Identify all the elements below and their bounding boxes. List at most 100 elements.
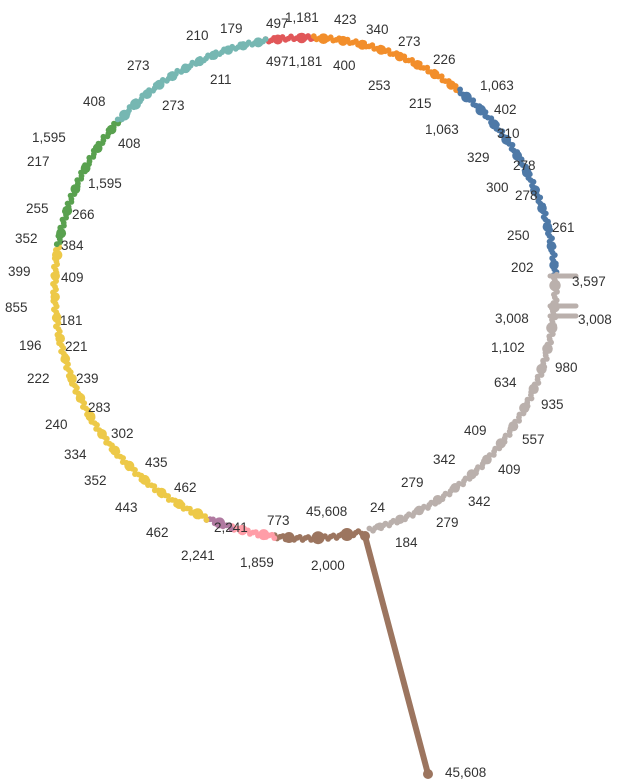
data-label-teal: 211: [210, 72, 232, 87]
data-label-teal: 273: [127, 58, 150, 73]
ring-dot-blue: [470, 97, 477, 104]
data-label-yellow: 334: [64, 447, 87, 462]
data-label-blue: 250: [507, 228, 530, 243]
data-label-yellow: 221: [65, 339, 88, 354]
ring-dot-teal: [262, 36, 269, 42]
value-mark-green: [56, 228, 67, 239]
data-label-blue: 261: [552, 220, 575, 235]
value-mark-brown: [311, 531, 325, 545]
data-label-yellow: 443: [115, 500, 138, 515]
value-mark-yellow: [52, 249, 63, 261]
value-mark-gray: [519, 402, 530, 414]
data-label-yellow: 435: [145, 455, 168, 470]
data-label-green: 399: [8, 264, 31, 279]
data-label-blue: 202: [511, 260, 534, 275]
ring-dot-gray: [479, 464, 485, 471]
value-mark-blue: [501, 134, 512, 145]
data-label-green: 384: [61, 238, 84, 253]
value-mark-yellow: [50, 271, 60, 281]
data-label-yellow: 222: [27, 371, 50, 386]
data-label-orange: 400: [333, 58, 356, 73]
data-label-red: 4971,181: [266, 54, 322, 69]
value-mark-yellow: [60, 354, 71, 364]
value-mark-yellow: [110, 445, 120, 456]
value-mark-orange: [412, 60, 423, 70]
data-label-teal: 210: [186, 28, 209, 43]
value-mark-teal: [194, 56, 205, 67]
ring-dot-yellow: [132, 471, 138, 477]
value-mark-gray: [466, 469, 477, 480]
value-mark-blue: [542, 222, 553, 232]
value-mark-green: [70, 184, 81, 194]
data-label-brown: 45,608: [445, 765, 486, 780]
value-mark-brown: [283, 532, 295, 543]
data-label-gray: 342: [433, 452, 456, 467]
data-label-gray: 3,597: [572, 274, 606, 289]
value-mark-yellow: [156, 487, 167, 498]
data-label-teal: 408: [118, 136, 141, 151]
value-mark-yellow: [192, 508, 204, 520]
value-mark-blue: [530, 185, 540, 196]
value-mark-orange: [318, 33, 329, 44]
data-label-blue: 300: [486, 180, 509, 195]
value-mark-green: [62, 205, 73, 216]
data-label-orange: 215: [409, 96, 432, 111]
ring-dots-layer: [50, 32, 561, 545]
data-label-pink: 1,859: [240, 555, 274, 570]
data-label-teal: 273: [162, 98, 185, 113]
value-mark-blue: [475, 104, 487, 116]
data-label-yellow: 283: [88, 400, 111, 415]
value-mark-yellow: [124, 460, 135, 471]
data-label-gray: 279: [401, 475, 424, 490]
value-mark-blue: [522, 167, 532, 178]
data-label-yellow: 2,241: [181, 548, 215, 563]
data-label-blue: 278: [513, 158, 536, 173]
value-mark-yellow: [85, 411, 96, 422]
value-mark-blue: [546, 241, 557, 251]
value-mark-yellow: [139, 474, 150, 485]
data-label-gray: 634: [494, 375, 517, 390]
value-mark-gray: [482, 454, 492, 465]
data-label-green: 409: [61, 270, 84, 285]
value-mark-green: [92, 143, 103, 153]
data-label-green: 266: [72, 207, 95, 222]
value-mark-teal: [180, 63, 191, 74]
data-label-gray: 184: [395, 535, 418, 550]
value-mark-green: [106, 124, 117, 135]
data-label-yellow: 352: [84, 473, 107, 488]
value-mark-orange: [376, 45, 387, 55]
value-mark-orange: [338, 35, 348, 46]
value-mark-gray: [432, 495, 443, 505]
data-label-yellow: 855: [5, 300, 28, 315]
data-label-gray: 980: [555, 360, 578, 375]
value-mark-teal: [209, 50, 219, 60]
value-mark-red: [296, 32, 308, 44]
data-label-gray: 409: [464, 423, 487, 438]
data-label-purple: 2,241: [214, 520, 248, 535]
value-mark-gray: [414, 505, 425, 516]
data-label-yellow: 240: [45, 417, 68, 432]
value-mark-green: [80, 163, 91, 174]
value-mark-yellow: [50, 292, 60, 302]
value-mark-gray: [450, 483, 461, 493]
value-mark-orange: [446, 80, 456, 90]
outlier-spike-start: [360, 531, 370, 541]
value-mark-gray: [495, 438, 506, 449]
value-mark-purple: [214, 517, 225, 529]
data-label-orange: 273: [398, 34, 421, 49]
data-label-orange: 423: [334, 12, 357, 27]
value-mark-blue: [461, 91, 472, 103]
data-label-orange: 340: [366, 22, 389, 37]
data-label-blue: 1,063: [425, 122, 459, 137]
value-mark-teal: [223, 45, 233, 55]
data-label-teal: 408: [83, 94, 106, 109]
value-mark-gray: [542, 343, 553, 355]
data-label-teal: 1,595: [32, 130, 66, 145]
data-label-blue: 329: [467, 150, 490, 165]
value-mark-yellow: [52, 313, 62, 323]
value-mark-teal: [119, 109, 130, 121]
value-mark-teal: [238, 41, 248, 51]
value-mark-gray: [395, 514, 405, 524]
ring-dot-teal: [114, 116, 121, 123]
